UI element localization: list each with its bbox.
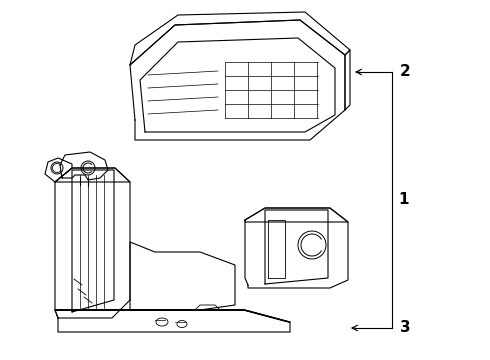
Text: 3: 3 bbox=[400, 320, 411, 336]
Text: 2: 2 bbox=[400, 64, 411, 80]
Text: 1: 1 bbox=[398, 193, 409, 207]
